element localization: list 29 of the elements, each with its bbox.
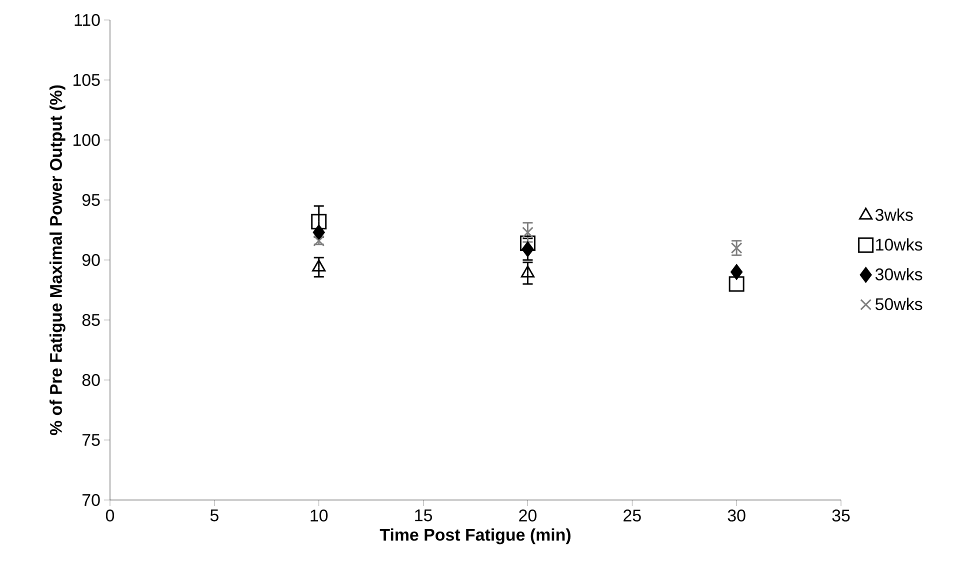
point xyxy=(311,214,327,230)
y-tick-label: 85 xyxy=(82,314,100,326)
point xyxy=(730,264,743,280)
y-tick-label: 105 xyxy=(74,74,100,86)
y-tick-label: 80 xyxy=(82,374,100,386)
legend-label: 10wks xyxy=(876,238,922,251)
point xyxy=(522,226,534,238)
x-tick-label: 15 xyxy=(415,510,432,522)
point xyxy=(728,276,744,292)
x-tick-label: 10 xyxy=(310,510,328,522)
y-tick-label: 110 xyxy=(74,14,100,26)
x-tick-label: 35 xyxy=(832,510,850,522)
x-tick-label: 25 xyxy=(624,510,641,522)
y-tick-label: 75 xyxy=(82,434,100,446)
y-tick-label: 100 xyxy=(74,134,100,146)
x-tick-label: 0 xyxy=(106,510,114,522)
y-tick-label: 70 xyxy=(82,494,100,506)
y-tick-label: 90 xyxy=(82,254,100,266)
y-tick-label: 95 xyxy=(82,194,100,206)
x-axis-title: Time Post Fatigue (min) xyxy=(380,528,570,544)
legend-label: 30wks xyxy=(875,268,922,280)
x-tick-label: 30 xyxy=(728,510,746,522)
legend-label: 3wks xyxy=(875,208,913,221)
y-axis-title: % of Pre Fatigue Maximal Power Output (%) xyxy=(50,85,66,436)
point xyxy=(312,224,325,240)
x-tick-label: 5 xyxy=(210,510,218,522)
legend-label: 50wks xyxy=(875,298,922,310)
x-tick-label: 20 xyxy=(519,510,536,522)
point xyxy=(522,241,534,257)
